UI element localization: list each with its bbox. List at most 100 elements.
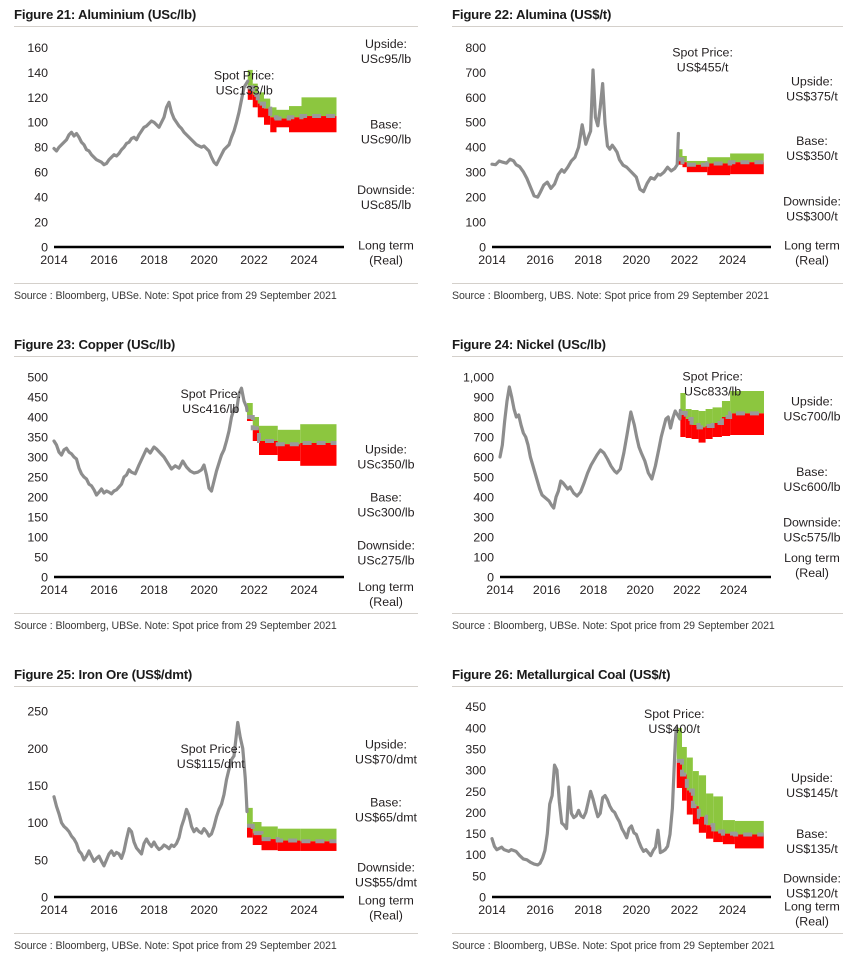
y-tick-label: 50: [34, 550, 48, 564]
forecast-step-bar: [734, 820, 764, 835]
historical-price-line: [498, 385, 682, 510]
y-tick-label: 150: [465, 827, 486, 841]
annotation-line: USc85/lb: [361, 198, 411, 212]
forecast-step-bar: [730, 413, 764, 435]
y-tick-label: 100: [27, 530, 48, 544]
y-tick-label: 40: [34, 191, 48, 205]
title-divider: [452, 686, 843, 687]
annotation-line: Long term: [358, 239, 414, 253]
y-axis-tick-labels: 0 20 40 60 80 100 120 140 160: [27, 41, 48, 255]
forecast-step-bar: [270, 117, 277, 133]
forecast-step-bar: [686, 164, 708, 173]
forecast-step-bar: [691, 425, 699, 439]
annotation-line: Base:: [796, 827, 828, 841]
y-tick-label: 0: [41, 240, 48, 254]
forecast-step-bar: [252, 83, 258, 95]
annotation-line: Base:: [370, 490, 402, 504]
x-tick-label: 2024: [290, 903, 318, 917]
annotation-downside: Downside:USc575/lb: [783, 516, 841, 545]
y-tick-label: 0: [479, 890, 486, 904]
y-tick-label: 400: [27, 410, 48, 424]
annotation-line: Upside:: [365, 37, 407, 51]
annotation-base: Base:USc90/lb: [361, 118, 411, 147]
spot-price-annotation: Spot Price:US$455/t: [672, 46, 733, 75]
figure-title: Figure 26: Metallurgical Coal (US$/t): [452, 667, 671, 682]
annotation-line: Upside:: [791, 771, 833, 785]
annotation-downside: Downside:USc275/lb: [357, 538, 415, 567]
annotation-long-term: Long term(Real): [358, 580, 414, 609]
forecast-step-bar: [698, 427, 706, 443]
forecast-band-upside-forecast: [247, 69, 337, 119]
forecast-step-bar: [713, 796, 723, 832]
forecast-step-bar: [264, 108, 271, 125]
x-tick-label: 2016: [90, 583, 118, 597]
annotation-line: Long term: [784, 239, 840, 253]
forecast-step-bar: [259, 441, 278, 455]
x-tick-label: 2014: [40, 903, 68, 917]
annotation-line: Long term: [358, 893, 414, 907]
forecast-step-bar: [257, 92, 264, 104]
annotation-long-term: Long term(Real): [784, 551, 840, 580]
x-tick-label: 2014: [478, 253, 506, 267]
forecast-step-bar: [722, 820, 735, 834]
annotation-upside: Upside:USc95/lb: [361, 37, 411, 66]
annotation-line: USc90/lb: [361, 133, 411, 147]
forecast-step-bar: [676, 760, 683, 788]
title-divider: [14, 26, 418, 27]
y-axis-tick-labels: 0 50 100 150 200 250 300 350 400 450: [465, 700, 486, 904]
annotation-line: Downside:: [783, 194, 841, 208]
x-tick-label: 2018: [140, 583, 168, 597]
base-case-forecast-line: [676, 758, 764, 837]
y-tick-label: 60: [34, 166, 48, 180]
annotation-line: US$135/t: [786, 842, 838, 856]
annotation-line: US$145/t: [786, 786, 838, 800]
x-tick-label: 2024: [290, 253, 318, 267]
y-tick-label: 50: [34, 853, 48, 867]
source-divider: [14, 933, 418, 934]
historical-price-line: [490, 726, 679, 867]
source-divider: [452, 283, 843, 284]
y-tick-label: 100: [473, 550, 494, 564]
title-divider: [14, 686, 418, 687]
y-tick-label: 200: [473, 530, 494, 544]
forecast-step-bar: [678, 159, 683, 165]
forecast-step-bar: [686, 160, 708, 165]
x-axis-tick-labels: 2014 2016 2018 2020 2022 2024: [486, 583, 747, 597]
forecast-step-bar: [730, 391, 764, 414]
y-tick-label: 80: [34, 141, 48, 155]
forecast-step-bar: [277, 840, 301, 851]
annotation-line: Long term: [784, 551, 840, 565]
spot-price-label-line: USc416/lb: [182, 402, 239, 416]
x-axis-tick-labels: 2014 2016 2018 2020 2022 2024: [40, 253, 318, 267]
annotation-upside: Upside:US$70/dmt: [355, 737, 418, 766]
y-tick-label: 0: [41, 570, 48, 584]
forecast-step-bar: [259, 425, 278, 441]
historical-price-line: [52, 720, 249, 868]
spot-price-label-line: Spot Price:: [180, 742, 241, 756]
forecast-step-bar: [705, 409, 713, 426]
forecast-step-bar: [730, 153, 764, 163]
annotation-line: (Real): [369, 908, 403, 922]
chart-panel-figure-22-alumina: Figure 22: Alumina (US$/t) 0 100 200 300 400 5…: [440, 0, 863, 330]
forecast-step-bar: [692, 806, 699, 825]
forecast-step-bar: [301, 97, 337, 117]
annotation-line: Downside:: [783, 872, 841, 886]
y-tick-label: 300: [473, 510, 494, 524]
spot-price-annotation: Spot Price:USc833/lb: [682, 369, 743, 398]
title-divider: [452, 26, 843, 27]
x-tick-label: 2020: [190, 583, 218, 597]
x-tick-label: 2014: [40, 583, 68, 597]
annotation-line: US$350/t: [786, 149, 838, 163]
x-tick-label: 2016: [533, 583, 561, 597]
forecast-band-upside-forecast: [247, 807, 337, 842]
y-tick-label: 300: [465, 764, 486, 778]
chart-panel-figure-24-nickel: Figure 24: Nickel (USc/lb) 0 100 200 300 400 5…: [440, 330, 863, 660]
forecast-step-bar: [698, 816, 707, 833]
historical-price-line: [52, 386, 249, 497]
x-tick-label: 2022: [671, 253, 699, 267]
spot-price-annotation: Spot Price:US$400/t: [644, 707, 705, 736]
forecast-step-bar: [692, 771, 699, 807]
annotation-line: US$120/t: [786, 887, 838, 901]
forecast-step-bar: [300, 828, 337, 842]
chart-svg-figure-22-alumina: 0 100 200 300 400 500 600 700 800 2014 2016 2018 202…: [465, 41, 841, 268]
